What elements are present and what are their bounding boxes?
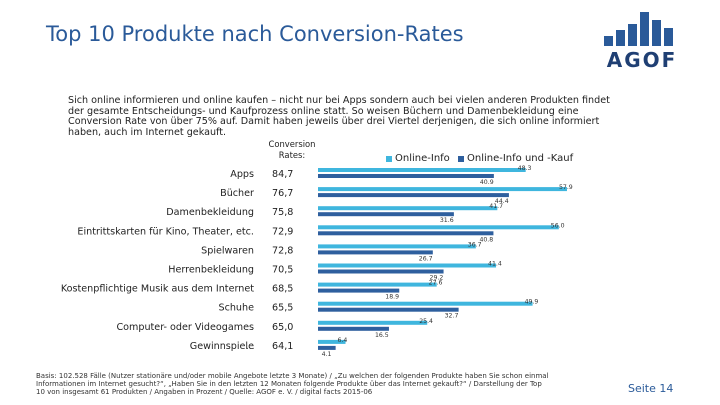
legend-label-online-info: Online-Info [395,153,450,164]
data-label-online-info: 27.6 [429,280,443,287]
page-title: Top 10 Produkte nach Conversion-Rates [46,22,464,46]
data-label-online-info-kauf: 16.5 [375,332,389,339]
logo-bars-icon [600,12,684,46]
data-label-online-info: 41.4 [488,261,502,268]
footer-line: Informationen im Internet gesucht?“, „Ha… [36,380,542,389]
more-indicator: ... [246,342,255,352]
conversion-rate-label: 64,1 [272,341,293,352]
category-label: Spielwaren [201,245,254,256]
bar-online-info-kauf [318,250,433,255]
footer-line: 10 von insgesamt 61 Produkten / Angaben … [36,388,373,397]
conversion-rate-label: 70,5 [272,265,293,276]
bar-online-info [318,225,559,230]
category-label: Eintrittskarten für Kino, Theater, etc. [77,226,254,237]
data-label-online-info-kauf: 18.9 [385,294,399,301]
bar-online-info [318,320,428,325]
chart-legend: Online-Info Online-Info und -Kauf [386,153,578,165]
bar-online-info-kauf [318,288,400,293]
data-label-online-info: 25.4 [419,318,433,325]
conversion-rate-label: 84,7 [272,169,293,180]
bar-online-info-kauf [318,345,336,350]
agof-logo: AGOF [596,12,688,72]
category-label: Kostenpflichtige Musik aus dem Internet [61,284,254,295]
bar-online-info-kauf [318,212,454,217]
category-label: Bücher [220,188,254,199]
data-label-online-info: 48.3 [518,165,532,172]
bar-online-info [318,339,346,344]
bar-online-info-kauf [318,326,389,331]
data-label-online-info-kauf: 4.1 [322,351,332,358]
bar-online-info [318,187,567,192]
data-label-online-info-kauf: 26.7 [419,255,433,262]
bar-online-info-kauf [318,307,459,312]
conversion-rate-label: 72,8 [272,245,293,256]
data-label-online-info-kauf: 29.2 [430,275,444,282]
conversion-rate-label: 68,5 [272,284,293,295]
bar-online-info [318,301,533,306]
data-label-online-info-kauf: 44.4 [495,198,509,205]
bar-online-info-kauf [318,269,444,274]
legend-swatch-online-info [386,155,392,162]
data-label-online-info: 56.0 [551,222,565,229]
conversion-rate-label: 72,9 [272,226,293,237]
legend-swatch-online-info-kauf [457,155,464,162]
footer-source: Basis: 102.528 Fälle (Nutzer stationäre … [36,372,596,397]
intro-paragraph: Sich online informieren und online kaufe… [68,95,610,138]
category-label: Schuhe [218,303,254,314]
bar-online-info [318,263,497,268]
category-label: Apps [230,169,254,180]
conversion-rate-label: 65,5 [272,303,293,314]
legend-label-online-info-kauf: Online-Info und -Kauf [466,153,574,164]
legend-item-online-info: Online-Info [386,153,450,164]
data-label-online-info-kauf: 40.8 [479,236,493,243]
category-label: Computer- oder Videogames [116,322,254,333]
bar-online-info [318,282,437,287]
data-label-online-info: 49.9 [525,299,539,306]
page-number: Seite 14 [628,382,674,395]
data-label-online-info: 41.7 [489,203,503,210]
data-label-online-info: 36.7 [468,241,482,248]
footer-line: Basis: 102.528 Fälle (Nutzer stationäre … [36,372,549,380]
conversion-rate-label: 75,8 [272,207,293,218]
category-label: Damenbekleidung [166,207,254,218]
conversion-rate-label: 76,7 [272,188,293,199]
bar-online-info [318,244,476,249]
bar-online-info [318,168,526,172]
data-label-online-info: 57.9 [559,184,573,191]
data-label-online-info-kauf: 31.6 [440,217,454,224]
conversion-rate-label: 65,0 [272,322,293,333]
bar-online-info-kauf [318,231,494,236]
conversion-rates-header: Conversion Rates: [268,139,316,160]
data-label-online-info-kauf: 32.7 [445,313,459,320]
legend-item-online-info-kauf: Online-Info und -Kauf [457,153,574,164]
data-label-online-info: 6.4 [338,337,348,344]
data-label-online-info-kauf: 40.9 [480,179,494,186]
category-label: Herrenbekleidung [168,265,254,276]
bar-online-info [318,206,498,211]
bar-online-info-kauf [318,174,494,178]
category-label: Gewinnspiele [190,341,254,352]
bar-online-info-kauf [318,193,509,198]
logo-text: AGOF [606,48,678,72]
